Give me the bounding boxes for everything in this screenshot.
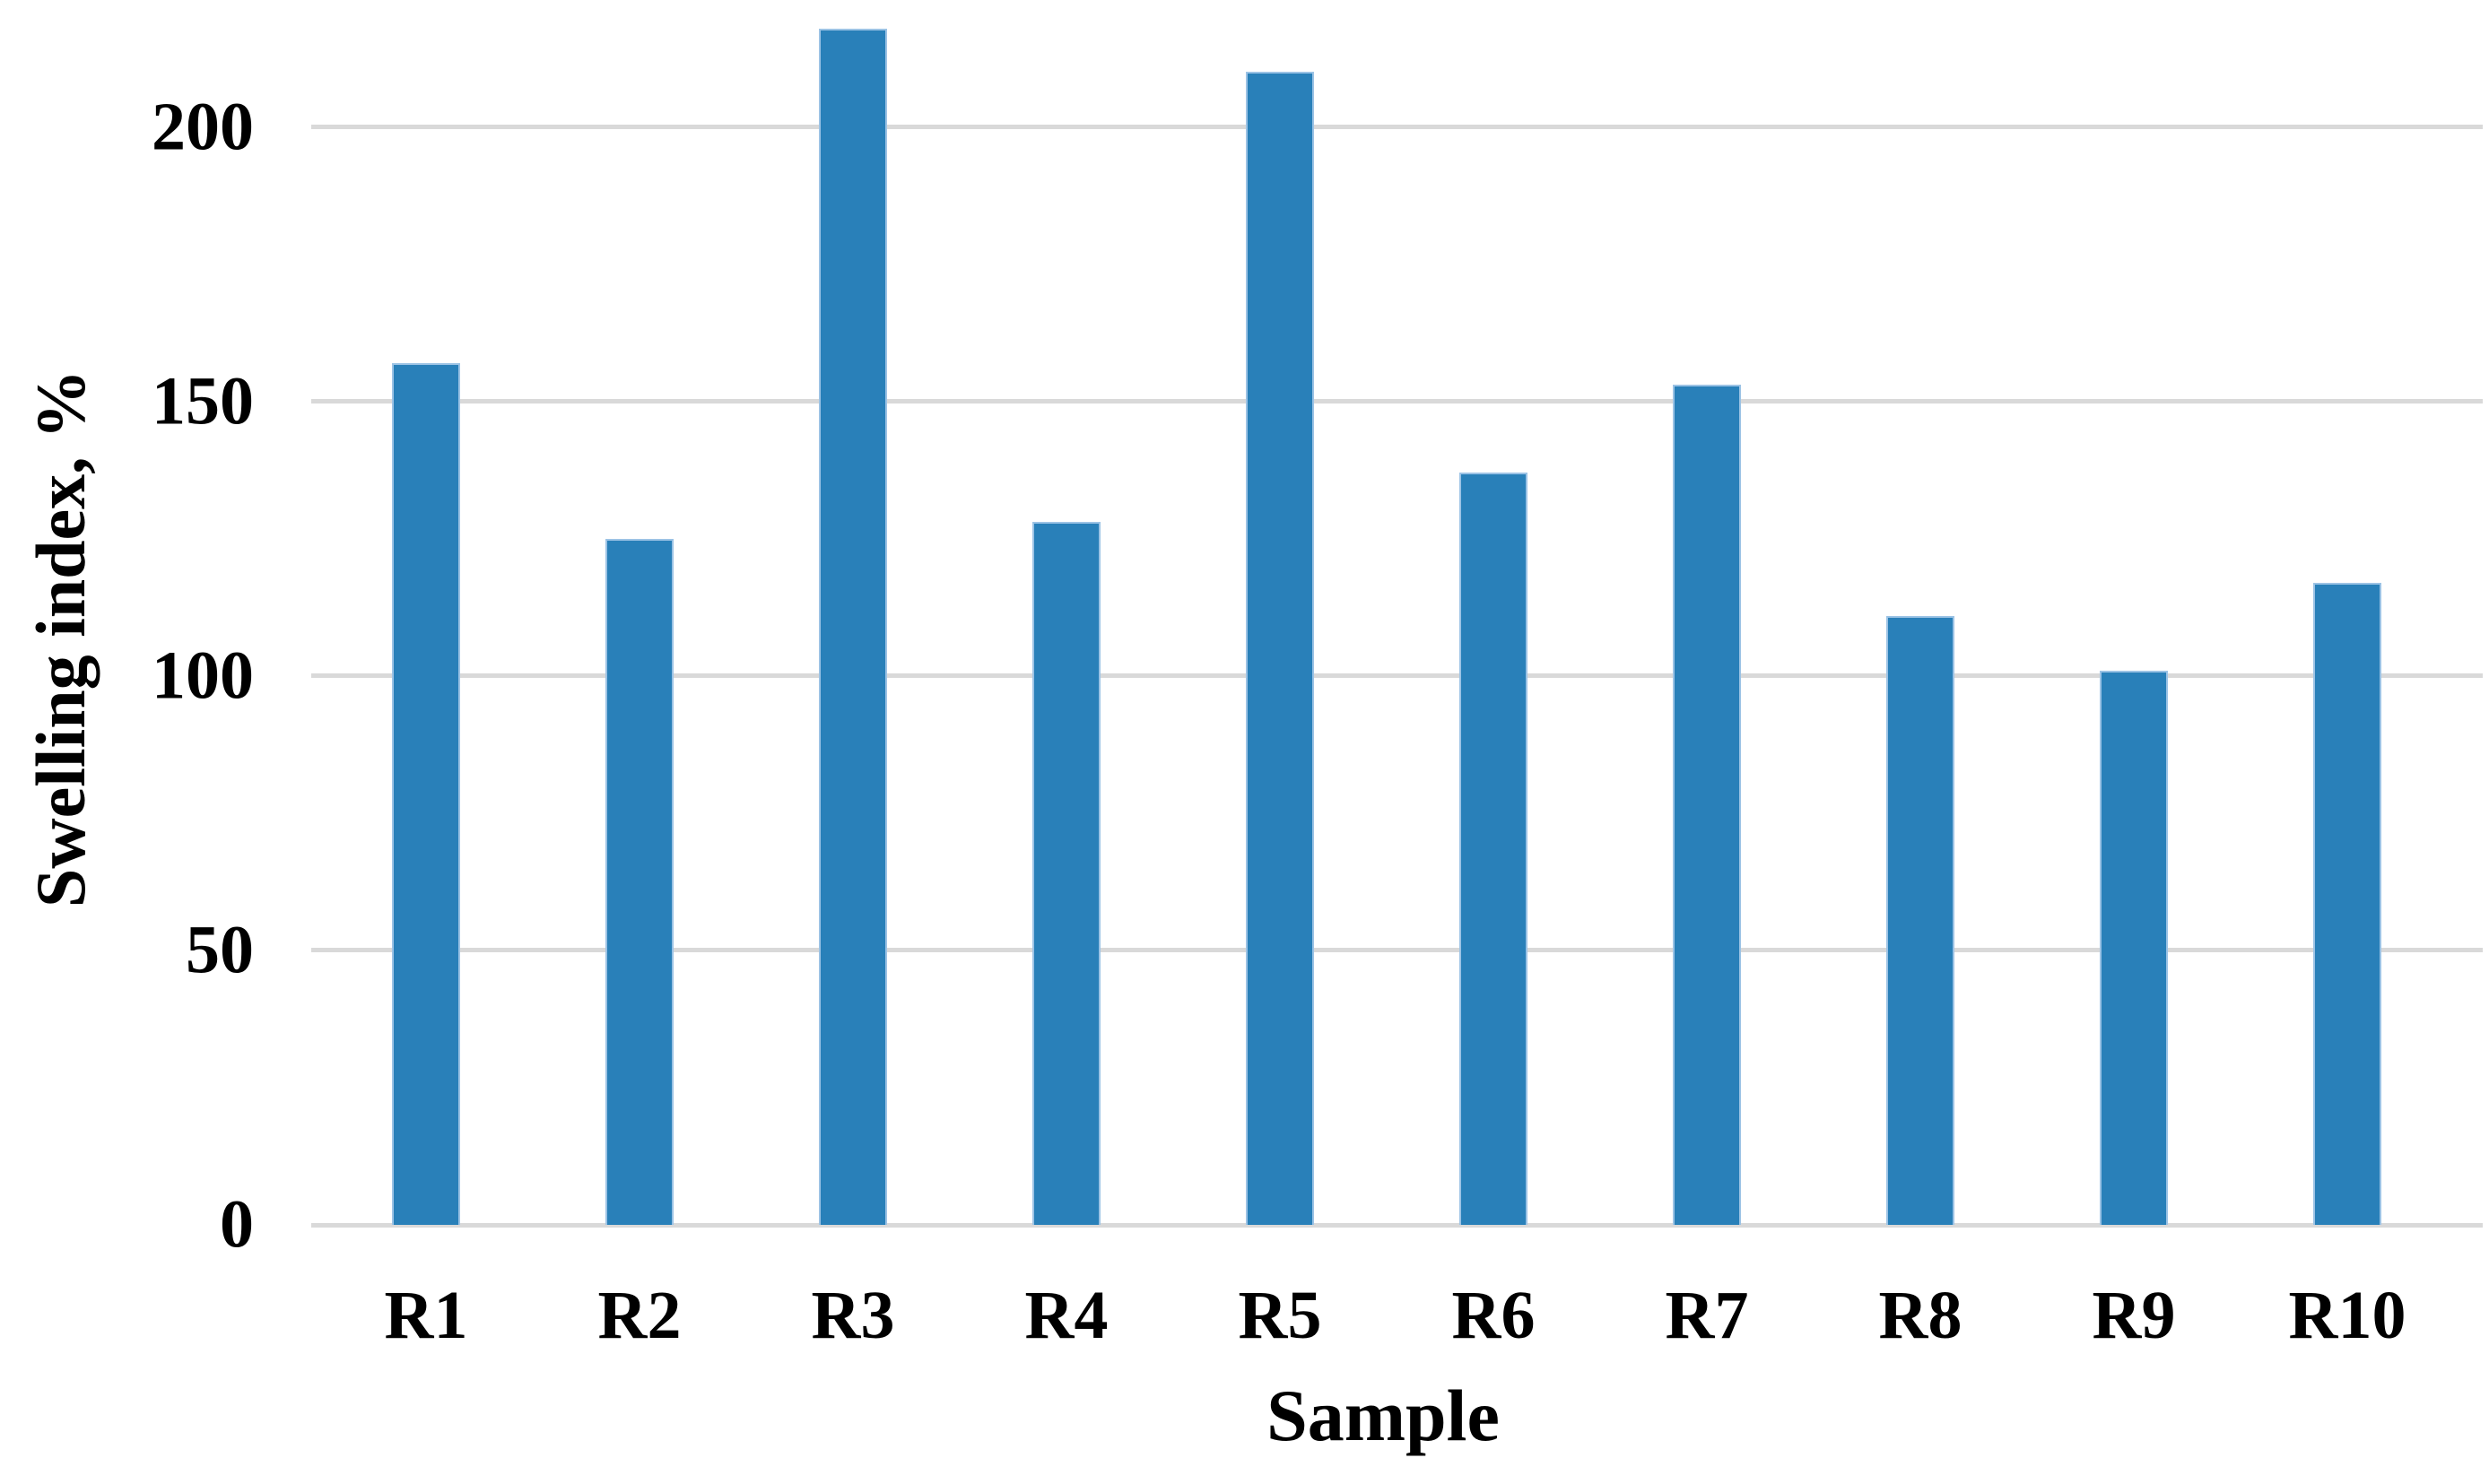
x-axis-title: Sample: [1266, 1375, 1500, 1456]
bar-r3: [819, 28, 887, 1225]
x-category-label-r2: R2: [597, 1278, 682, 1353]
gridline-y-200: [311, 125, 2483, 130]
bar-r6: [1459, 473, 1527, 1225]
bar-r8: [1886, 615, 1954, 1225]
y-axis-title: Swelling index, %: [22, 369, 100, 908]
bar-r9: [2100, 670, 2168, 1225]
bar-r7: [1673, 385, 1741, 1225]
y-tick-label-150: 150: [152, 363, 254, 439]
x-category-label-r1: R1: [384, 1278, 468, 1353]
x-category-label-r10: R10: [2288, 1278, 2406, 1353]
gridline-y-0: [311, 1222, 2483, 1228]
x-category-label-r6: R6: [1451, 1278, 1536, 1353]
x-category-label-r3: R3: [811, 1278, 895, 1353]
x-category-label-r8: R8: [1878, 1278, 1962, 1353]
gridline-y-100: [311, 673, 2483, 679]
x-category-label-r9: R9: [2092, 1278, 2176, 1353]
bar-r5: [1246, 72, 1314, 1225]
y-tick-label-0: 0: [220, 1186, 254, 1263]
bar-r1: [392, 362, 460, 1225]
bar-r4: [1032, 522, 1101, 1225]
y-tick-label-100: 100: [152, 638, 254, 714]
bar-r2: [605, 538, 674, 1225]
y-tick-label-200: 200: [152, 89, 254, 165]
x-category-label-r5: R5: [1238, 1278, 1322, 1353]
x-category-label-r4: R4: [1024, 1278, 1109, 1353]
y-tick-label-50: 50: [186, 912, 254, 988]
bar-r10: [2313, 582, 2381, 1225]
gridline-y-150: [311, 399, 2483, 404]
gridline-y-50: [311, 948, 2483, 953]
x-category-label-r7: R7: [1665, 1278, 1749, 1353]
